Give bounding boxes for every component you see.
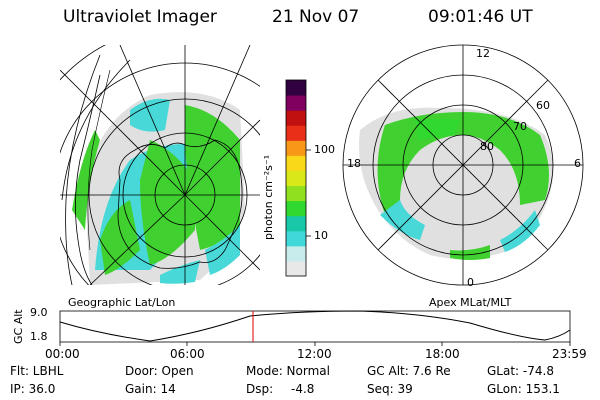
polar-map — [342, 44, 584, 286]
colorbar-swatch — [286, 260, 306, 277]
xtick-2359: 23:59 — [552, 347, 587, 361]
colorbar-swatch — [286, 200, 306, 217]
colorbar-tick-10: 10 — [314, 229, 328, 242]
colorbar — [286, 80, 306, 277]
status-gain: Gain: 14 — [125, 382, 176, 396]
altitude-ytick-max: 9.0 — [30, 306, 48, 319]
xtick-0000: 00:00 — [45, 347, 80, 361]
colorbar-swatch — [286, 230, 306, 247]
date-label: 21 Nov 07 — [272, 7, 360, 27]
colorbar-swatch — [286, 170, 306, 187]
altitude-plot — [59, 310, 571, 346]
mlt-label-18: 18 — [347, 157, 361, 170]
status-dsp: Dsp: — [246, 382, 274, 396]
colorbar-swatch — [286, 215, 306, 232]
mlt-label-0: 0 — [467, 276, 474, 289]
earth-limb — [61, 54, 131, 286]
colorbar-swatch — [286, 95, 306, 111]
colorbar-unit-label: photon cm⁻²s⁻¹ — [262, 154, 275, 240]
status-glon: GLon: 153.1 — [487, 382, 560, 396]
altitude-curve — [59, 310, 571, 342]
status-glat: GLat: -74.8 — [487, 364, 554, 378]
geo-panel-label: Geographic Lat/Lon — [68, 296, 176, 309]
status-mode: Mode: Normal — [246, 364, 330, 378]
xtick-1200: 12:00 — [297, 347, 332, 361]
mlat-label-70: 70 — [513, 120, 527, 133]
polar-panel-label: Apex MLat/MLT — [429, 296, 512, 309]
status-filter: Flt: LBHL — [10, 364, 64, 378]
xtick-1800: 18:00 — [425, 347, 460, 361]
colorbar-swatch — [286, 80, 306, 96]
xtick-0600: 06:00 — [170, 347, 205, 361]
colorbar-tick-100: 100 — [314, 143, 335, 156]
coastline — [117, 139, 243, 269]
colorbar-swatch — [286, 185, 306, 202]
colorbar-swatch — [286, 140, 306, 156]
colorbar-swatch — [286, 125, 306, 141]
mlt-label-6: 6 — [574, 157, 581, 170]
mlt-label-12: 12 — [476, 47, 490, 60]
status-door: Door: Open — [125, 364, 194, 378]
altitude-ylabel: GC Alt — [12, 309, 25, 344]
status-ip: IP: 36.0 — [10, 382, 56, 396]
geographic-map — [60, 45, 260, 285]
mlat-label-60: 60 — [536, 99, 550, 112]
status-dsp-value: -4.8 — [291, 382, 315, 396]
status-gc-alt: GC Alt: 7.6 Re — [367, 364, 451, 378]
colorbar-swatch — [286, 245, 306, 262]
instrument-title: Ultraviolet Imager — [63, 7, 217, 27]
mlat-label-80: 80 — [480, 140, 494, 153]
time-label: 09:01:46 UT — [428, 7, 533, 27]
colorbar-swatch — [286, 155, 306, 171]
altitude-ytick-min: 1.8 — [30, 330, 48, 343]
colorbar-swatch — [286, 110, 306, 126]
status-seq: Seq: 39 — [367, 382, 413, 396]
